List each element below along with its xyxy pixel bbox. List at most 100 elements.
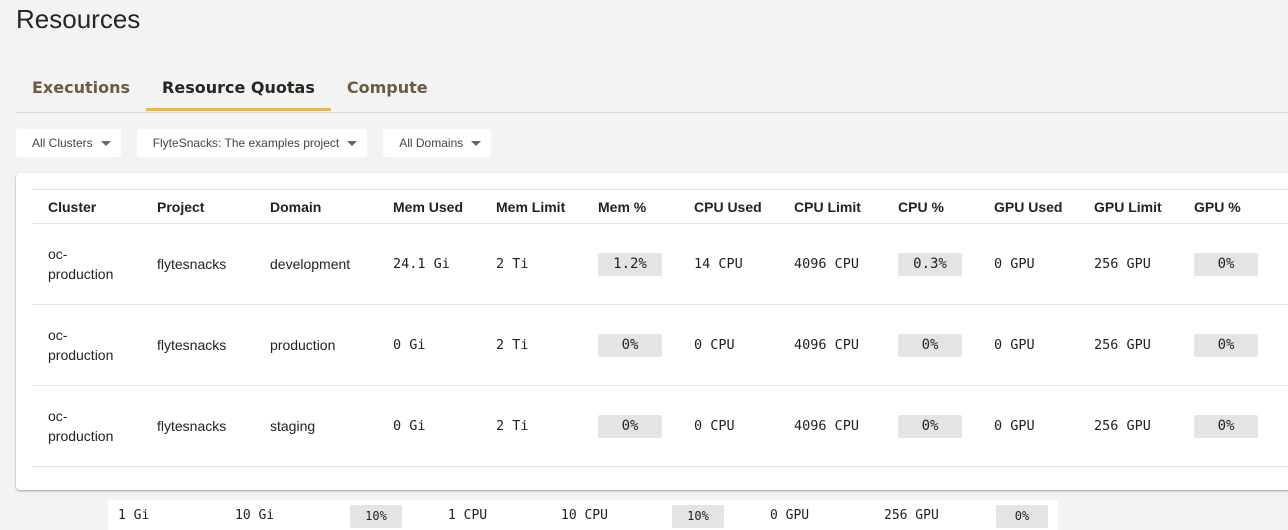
domain-filter-label: All Domains [399,136,464,150]
usage-percent-badge: 0% [598,414,662,438]
cell-value: 256 GPU [1094,256,1151,272]
cell-text: staging [270,418,316,434]
table-cell: 0% [898,333,994,357]
column-header: CPU Limit [794,198,861,215]
table-cell: 256 GPU [1094,256,1194,272]
table-cell: 4096 CPU [794,418,898,434]
column-header: GPU Limit [1094,198,1162,215]
table-cell: flytesnacks [157,416,270,436]
tab-compute[interactable]: Compute [346,78,428,97]
cell-text: oc-production [48,327,114,363]
table-cell: 0.3% [898,252,994,276]
table-header: Cluster Project Domain Mem Used Mem Limit Mem… [32,189,1288,224]
usage-percent-badge: 0% [1194,414,1258,438]
cell-value: 4096 CPU [794,337,860,353]
cell-value: 4096 CPU [794,418,860,434]
table-cell: 0 GPU [994,256,1094,272]
table-cell: 0 Gi [393,337,496,353]
page-title: Resources [16,4,141,34]
table-cell: flytesnacks [157,335,270,355]
cell-value: 256 GPU [1094,337,1151,353]
table-cell: 256 GPU [1094,337,1194,353]
cell-text: flytesnacks [157,337,227,353]
caret-down-icon [471,140,482,146]
column-header: Cluster [48,198,97,215]
cell-text: oc-production [48,408,114,444]
cell-value: 10 Gi [235,508,275,523]
table-cell: 0 Gi [393,418,496,434]
cell-value: 24.1 Gi [393,256,450,272]
table-cell: 2 Ti [496,256,598,272]
cell-value: 2 Ti [496,256,529,272]
usage-percent-badge: 0% [598,333,662,357]
column-header: GPU % [1194,198,1241,215]
table-cell: 0% [898,414,994,438]
cluster-filter-label: All Clusters [32,136,93,150]
cell-value: 0 CPU [694,337,735,353]
column-header: Domain [270,198,322,215]
usage-percent-badge: 0% [898,333,962,357]
cell-value: 0 Gi [393,337,426,353]
table-cell: staging [270,416,393,436]
tab-executions[interactable]: Executions [32,78,131,97]
column-header: CPU Used [694,198,762,215]
resource-quotas-table: Cluster Project Domain Mem Used Mem Limit Mem… [32,189,1288,467]
cell-value: 0 CPU [694,418,735,434]
cluster-filter-dropdown[interactable]: All Clusters [16,129,121,157]
cell-text: flytesnacks [157,418,227,434]
table-cell: 0% [1194,252,1280,276]
cell-value: 256 GPU [1094,418,1151,434]
usage-percent-badge: 0% [898,414,962,438]
cell-value: 4096 CPU [794,256,860,272]
cell-value: 1 CPU [448,508,488,523]
cell-text: development [270,256,351,272]
table-cell: 2 Ti [496,337,598,353]
usage-percent-badge: 0.3% [898,252,962,276]
cell-value: 0 GPU [994,337,1035,353]
table-cell: 24.1 Gi [393,256,496,272]
tab-resource-quotas[interactable]: Resource Quotas [146,72,331,111]
table-row[interactable]: oc-production flytesnacks staging 0 Gi 2 Ti 0… [32,386,1288,467]
table-cell: 0 GPU [994,337,1094,353]
partial-table-row: 1 Gi 10 Gi 10% 1 CPU 10 CPU 10% 0 GPU 256 GPU 0% [108,500,1058,530]
project-filter-dropdown[interactable]: FlyteSnacks: The examples project [136,129,368,157]
resource-quotas-card: Cluster Project Domain Mem Used Mem Limit Mem… [16,173,1288,490]
table-cell: oc-production [48,406,157,446]
column-header: Mem Limit [496,198,566,215]
cell-value: 256 GPU [884,508,939,523]
table-cell: 0% [598,414,694,438]
table-cell: 256 GPU [1094,418,1194,434]
cell-value: 0 GPU [994,256,1035,272]
cell-value: 14 CPU [694,256,743,272]
cell-value: 2 Ti [496,418,529,434]
table-row[interactable]: oc-production flytesnacks development 24.1 … [32,224,1288,305]
table-cell: 0 GPU [994,418,1094,434]
table-cell: 0% [1194,333,1280,357]
table-cell: 1.2% [598,252,694,276]
table-cell: 0 CPU [694,337,794,353]
caret-down-icon [347,140,358,146]
table-cell: production [270,335,393,355]
cell-value: 0 GPU [770,508,810,523]
table-cell: oc-production [48,244,157,284]
table-cell: 4096 CPU [794,256,898,272]
table-cell: 0% [1194,414,1280,438]
table-cell: 2 Ti [496,418,598,434]
caret-down-icon [100,140,111,146]
domain-filter-dropdown[interactable]: All Domains [383,129,492,157]
cell-text: flytesnacks [157,256,227,272]
column-header: CPU % [898,198,944,215]
usage-percent-badge: 0% [1194,333,1258,357]
table-row[interactable]: oc-production flytesnacks production 0 Gi 2 … [32,305,1288,386]
column-header: Project [157,198,205,215]
table-cell: flytesnacks [157,254,270,274]
table-cell: oc-production [48,325,157,365]
cell-value: 2 Ti [496,337,529,353]
usage-percent-badge: 1.2% [598,252,662,276]
usage-percent-badge: 0% [1194,252,1258,276]
cell-value: 10 CPU [561,508,608,523]
table-cell: 4096 CPU [794,337,898,353]
cell-value: 1 Gi [118,508,150,523]
table-cell: 0% [598,333,694,357]
table-cell: 14 CPU [694,256,794,272]
